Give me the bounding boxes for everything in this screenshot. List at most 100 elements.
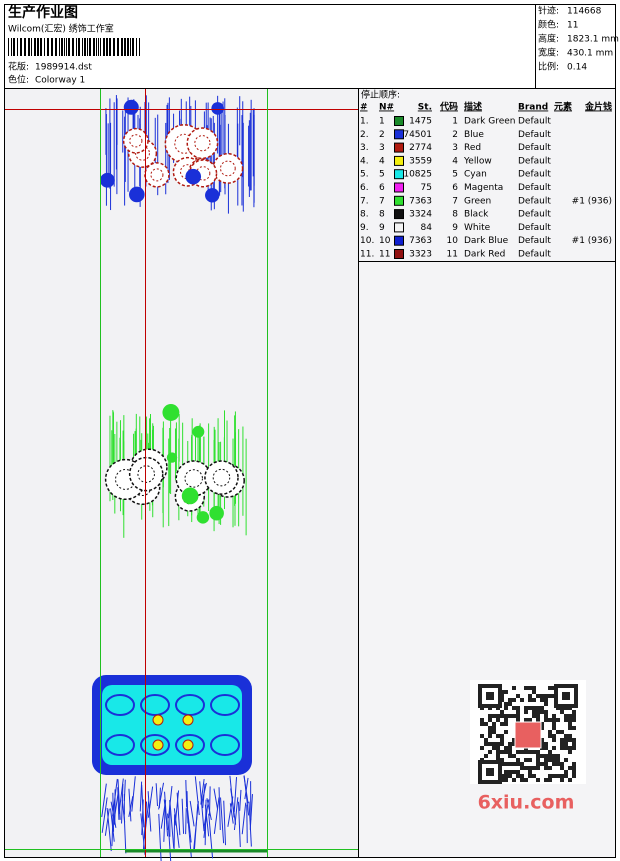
dot xyxy=(181,487,199,505)
qr-cell xyxy=(560,778,564,782)
qr-cell xyxy=(508,770,512,774)
qr-cell xyxy=(520,762,524,766)
dot xyxy=(129,186,145,203)
qr-cell xyxy=(536,694,540,698)
qr-cell xyxy=(508,754,512,758)
qr-cell xyxy=(568,714,572,718)
dot xyxy=(209,505,224,521)
qr-cell xyxy=(488,742,492,746)
qr-cell xyxy=(572,774,576,778)
stitch xyxy=(147,791,152,832)
qr-cell xyxy=(532,698,536,702)
cell-n: 4 xyxy=(379,156,385,166)
cell-code: 10 xyxy=(447,236,459,246)
stitch xyxy=(104,808,110,836)
qr-cell xyxy=(548,734,552,738)
qr-cell xyxy=(496,714,500,718)
cell-brand: Default xyxy=(518,156,551,166)
cell-description: Dark Green xyxy=(464,117,515,127)
cell-index: 4. xyxy=(360,156,369,166)
motif-swirl xyxy=(210,734,240,756)
qr-cell xyxy=(560,738,564,742)
qr-cell xyxy=(564,770,568,774)
barcode-bar xyxy=(87,38,88,56)
qr-cell xyxy=(564,734,568,738)
barcode-bar xyxy=(139,38,140,56)
cell-index: 7. xyxy=(360,196,369,206)
qr-cell xyxy=(512,770,516,774)
qr-cell xyxy=(544,718,548,722)
color-swatch xyxy=(394,222,404,233)
qr-cell xyxy=(548,730,552,734)
motif-swirl xyxy=(210,694,240,716)
flower-core xyxy=(220,160,236,177)
cell-stitches: 2774 xyxy=(409,143,432,153)
cell-description: Cyan xyxy=(464,170,487,180)
flower xyxy=(144,162,170,188)
qr-cell xyxy=(564,742,568,746)
cell-brand: Default xyxy=(518,143,551,153)
flower-core xyxy=(129,134,143,148)
cell-brand: Default xyxy=(518,236,551,246)
barcode-bar xyxy=(20,38,22,56)
cell-description: Green xyxy=(464,196,491,206)
qr-cell xyxy=(516,714,520,718)
qr-cell xyxy=(524,766,528,770)
qr-cell xyxy=(572,766,576,770)
qr-cell xyxy=(504,718,508,722)
qr-cell xyxy=(528,758,532,762)
qr-cell xyxy=(568,746,572,750)
stitch xyxy=(229,775,235,818)
qr-cell xyxy=(548,754,552,758)
sheet-title: 生产作业图 xyxy=(8,4,78,21)
qr-cell xyxy=(528,766,532,770)
cell-sequin: #1 (936) xyxy=(572,196,612,206)
qr-cell xyxy=(540,710,544,714)
qr-cell xyxy=(512,762,516,766)
qr-cell xyxy=(520,750,524,754)
cell-sequin: #1 (936) xyxy=(572,236,612,246)
barcode-bar xyxy=(66,38,67,56)
motif-accent xyxy=(152,739,164,751)
barcode-bar xyxy=(64,38,65,56)
qr-cell xyxy=(508,774,512,778)
qr-cell xyxy=(520,778,524,782)
qr-cell xyxy=(544,766,548,770)
qr-cell xyxy=(500,710,504,714)
qr-cell xyxy=(544,778,548,782)
studio: Wilcom(汇宏) 绣饰工作室 xyxy=(8,23,114,35)
info-label: 颜色: xyxy=(538,19,559,31)
qr-cell xyxy=(512,714,516,718)
qr-cell xyxy=(512,778,516,782)
stitch xyxy=(181,798,185,834)
qr-cell xyxy=(568,750,572,754)
qr-cell xyxy=(544,758,548,762)
cell-stitches: 3323 xyxy=(409,250,432,260)
column-header: St. xyxy=(418,103,432,113)
qr-cell xyxy=(488,714,492,718)
cell-stitches: 74501 xyxy=(403,130,432,140)
qr-cell xyxy=(516,774,520,778)
barcode-bar xyxy=(124,38,126,56)
outer-border xyxy=(4,4,616,858)
qr-cell xyxy=(540,694,544,698)
color-swatch xyxy=(394,195,404,206)
column-header: 描述 xyxy=(464,101,482,113)
flower xyxy=(186,127,219,160)
info-value: 0.14 xyxy=(567,63,587,73)
qr-cell xyxy=(560,730,564,734)
motif-accent xyxy=(152,714,164,726)
qr-cell xyxy=(564,746,568,750)
barcode-bar xyxy=(40,38,42,56)
stitch xyxy=(169,799,175,849)
qr-cell xyxy=(480,734,484,738)
cell-n: 3 xyxy=(379,143,385,153)
qr-cell xyxy=(500,750,504,754)
qr-cell xyxy=(560,766,564,770)
qr-cell xyxy=(500,734,504,738)
qr-cell xyxy=(492,730,496,734)
qr-cell xyxy=(540,754,544,758)
qr-cell xyxy=(544,702,548,706)
cell-brand: Default xyxy=(518,223,551,233)
qr-cell xyxy=(480,718,484,722)
